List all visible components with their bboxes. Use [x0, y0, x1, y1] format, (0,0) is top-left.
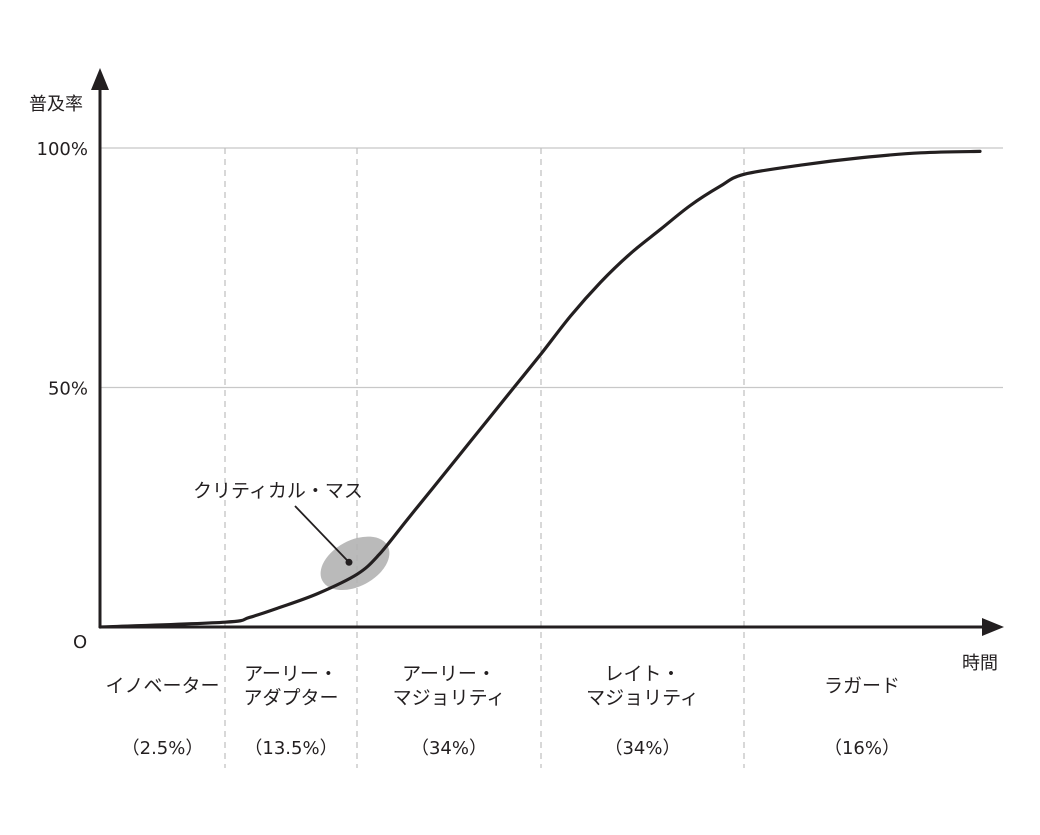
x-axis-arrowhead — [982, 618, 1004, 636]
segment-dividers — [224, 148, 745, 768]
segment-share-label: （13.5%） — [244, 738, 337, 759]
segment-label: アダプター — [243, 687, 338, 709]
segment-label: マジョリティ — [393, 687, 506, 709]
segment-label: レイト・ — [604, 663, 680, 685]
segment-label: マジョリティ — [586, 687, 699, 709]
critical-mass-point — [345, 558, 353, 566]
segment-label: アーリー・ — [244, 663, 338, 685]
segment-share-label: （2.5%） — [122, 738, 204, 759]
y-axis-title: 普及率 — [29, 94, 83, 115]
x-axis-title: 時間 — [962, 653, 998, 674]
grid-lines — [100, 147, 1003, 389]
y-tick-label: 100% — [37, 139, 88, 160]
y-axis-arrowhead — [91, 68, 109, 90]
origin-label: O — [73, 632, 87, 653]
segment-label: イノベーター — [105, 675, 219, 697]
segment-share-label: （34%） — [411, 738, 487, 759]
critical-mass-label: クリティカル・マス — [193, 480, 363, 502]
segment-share-label: （34%） — [604, 738, 680, 759]
critical-mass-leader-line — [294, 505, 350, 563]
segment-label: ラガード — [824, 675, 900, 697]
segment-share-label: （16%） — [824, 738, 900, 759]
segment-label: アーリー・ — [402, 663, 496, 685]
adoption-s-curve — [98, 149, 982, 629]
y-tick-labels: 100% 50% — [37, 139, 88, 400]
y-tick-label: 50% — [48, 379, 88, 400]
adopter-segment-labels: イノベーター（2.5%）アーリー・アダプター（13.5%）アーリー・マジョリティ… — [105, 663, 900, 759]
